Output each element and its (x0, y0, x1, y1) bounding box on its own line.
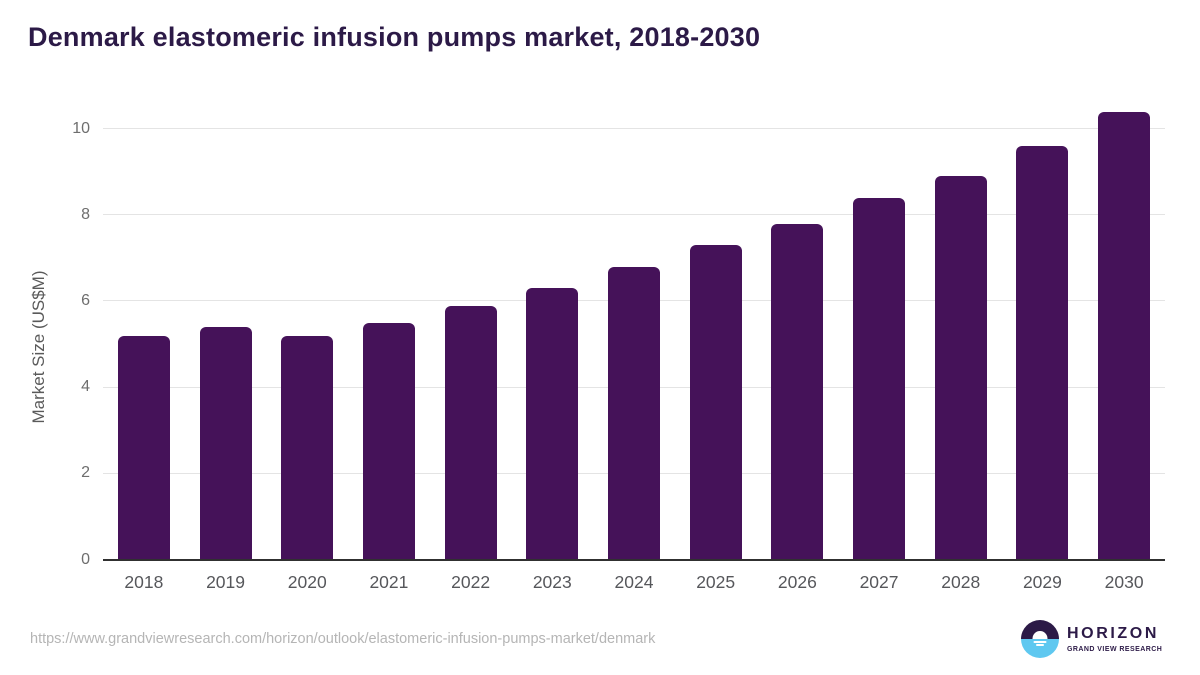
y-axis-tick-labels: 0 2 4 6 8 10 (0, 0, 90, 675)
bar-2026[interactable] (771, 223, 824, 560)
x-tick-label-2028: 2028 (941, 572, 981, 592)
bar-2030[interactable] (1098, 111, 1151, 560)
x-tick-label-2024: 2024 (614, 572, 654, 592)
bar-slot-2021 (348, 111, 430, 560)
x-tick-label-2021: 2021 (369, 572, 409, 592)
logo-sky-half (1021, 620, 1059, 639)
x-axis-tick-labels: 2018 2019 2020 2021 2022 2023 2024 2025 2026 2027… (103, 572, 1165, 593)
y-tick-label-10: 10 (72, 119, 90, 137)
y-tick-label-4: 4 (81, 378, 90, 396)
bar-2022[interactable] (444, 305, 497, 560)
logo-text: HORIZON GRAND VIEW RESEARCH (1067, 624, 1163, 653)
x-tick-label-2027: 2027 (859, 572, 899, 592)
source-url: https://www.grandviewresearch.com/horizo… (30, 631, 656, 647)
logo-ripple-icon (1036, 643, 1044, 647)
y-tick-label-8: 8 (81, 205, 90, 223)
x-axis-line (103, 558, 1165, 561)
x-tick-label-2030: 2030 (1104, 572, 1144, 592)
x-tick-label-2019: 2019 (206, 572, 245, 592)
plot-area (103, 111, 1165, 560)
bar-2019[interactable] (199, 327, 252, 560)
bar-slot-2018 (103, 111, 185, 560)
bar-slot-2027 (838, 111, 920, 560)
bar-2029[interactable] (1016, 146, 1069, 560)
chart-title: Denmark elastomeric infusion pumps marke… (28, 22, 761, 52)
bar-2028[interactable] (934, 176, 987, 560)
bar-2018[interactable] (117, 335, 170, 560)
horizon-logo-icon (1021, 620, 1059, 658)
logo-ripple-icon (1033, 640, 1047, 644)
bar-slot-2029 (1002, 111, 1084, 560)
gridline-10 (103, 128, 1165, 129)
bar-slot-2026 (757, 111, 839, 560)
horizon-logo[interactable]: HORIZON GRAND VIEW RESEARCH (1021, 620, 1162, 658)
bar-2020[interactable] (281, 335, 334, 560)
bar-2023[interactable] (526, 288, 579, 560)
bar-2027[interactable] (853, 197, 906, 560)
bar-slot-2019 (185, 111, 267, 560)
x-tick-label-2025: 2025 (696, 572, 736, 592)
bar-slot-2022 (430, 111, 512, 560)
x-tick-label-2029: 2029 (1022, 572, 1062, 592)
logo-wordmark: HORIZON (1067, 624, 1159, 642)
x-tick-label-2026: 2026 (777, 572, 817, 592)
bar-slot-2024 (593, 111, 675, 560)
logo-sun-icon (1032, 631, 1048, 639)
logo-tagline: GRAND VIEW RESEARCH (1067, 645, 1163, 653)
y-tick-label-2: 2 (81, 464, 90, 482)
bar-slot-2023 (511, 111, 593, 560)
bar-slot-2030 (1083, 111, 1165, 560)
bar-slot-2025 (675, 111, 757, 560)
x-tick-label-2022: 2022 (451, 572, 491, 592)
bar-2021[interactable] (362, 322, 415, 560)
bar-slot-2028 (920, 111, 1002, 560)
logo-water-half (1021, 639, 1059, 658)
bar-2024[interactable] (607, 266, 660, 560)
y-tick-label-6: 6 (81, 291, 90, 309)
x-tick-label-2020: 2020 (287, 572, 327, 592)
x-tick-label-2018: 2018 (124, 572, 164, 592)
gridline-8 (103, 214, 1165, 216)
bar-slot-2020 (266, 111, 348, 560)
x-tick-label-2023: 2023 (532, 572, 572, 592)
y-tick-label-0: 0 (81, 550, 90, 568)
bar-2025[interactable] (689, 245, 742, 560)
